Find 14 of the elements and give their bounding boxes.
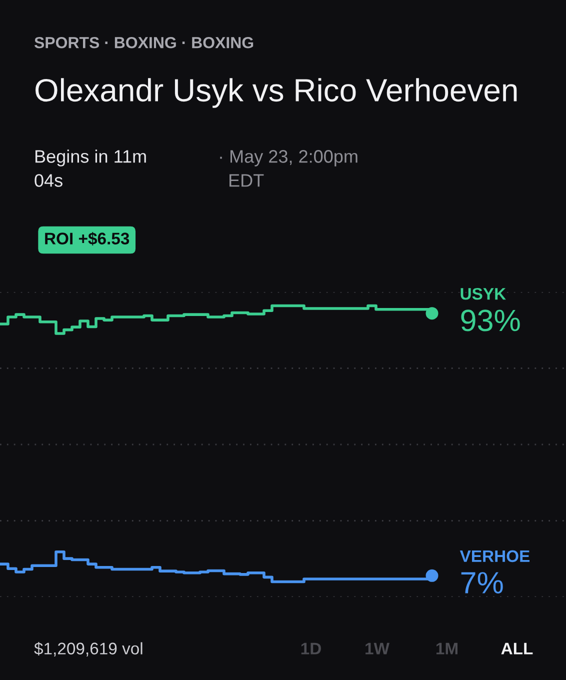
text: 1D: [301, 642, 321, 654]
series-label: USYK: [460, 288, 506, 300]
chart-subtitle: SPORTS · BOXING · BOXING: [34, 36, 254, 48]
data-label: 93%: [461, 310, 520, 332]
text: Begins in 11m 04s: [34, 150, 146, 187]
series-label: VERHOE: [460, 550, 530, 562]
text: ALL: [501, 642, 533, 654]
chart-title: Olexandr Usyk vs Rico Verhoeven: [36, 78, 517, 108]
text: 1M: [436, 642, 458, 654]
text: ROI +$6.53: [45, 232, 130, 246]
text: $1,209,619 vol: [34, 642, 142, 656]
text: · May 23, 2:00pm EDT: [220, 150, 358, 187]
data-label: 7%: [461, 572, 503, 594]
text: 1W: [366, 642, 390, 654]
